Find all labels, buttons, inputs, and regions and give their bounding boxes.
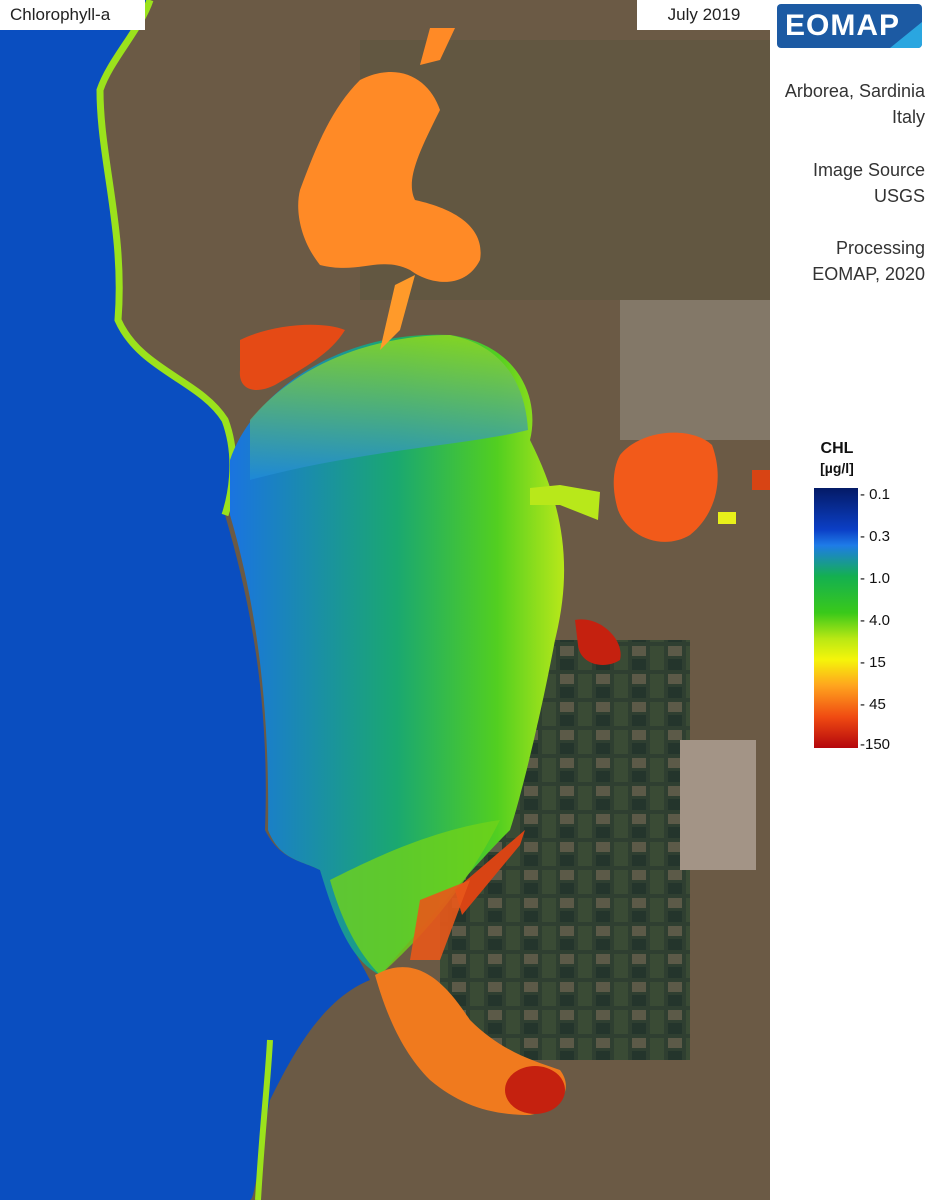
cabras-lagoon (298, 71, 481, 282)
processing-line-2: EOMAP, 2020 (812, 264, 925, 284)
processing-line-1: Processing (835, 238, 925, 258)
legend-tick: - 4.0 (860, 612, 891, 629)
source-line-1: Image Source (812, 160, 925, 180)
coastal-fringe-south (255, 1039, 273, 1200)
pond-far-east (752, 470, 770, 490)
legend-tick: - 0.1 (860, 486, 891, 503)
cabras-outflow (380, 275, 415, 350)
legend-title: CHL (820, 440, 854, 457)
southern-channel (455, 830, 525, 915)
location-line-2: Italy (891, 107, 925, 127)
gulf-north-gradient (250, 335, 528, 480)
southern-lagoon-core (505, 1066, 565, 1114)
southern-channel-strip (410, 880, 470, 960)
legend-unit: [µg/l] (820, 460, 854, 476)
harbour-canal (530, 485, 600, 520)
gulf-south-shallows (330, 820, 500, 975)
east-lagoon (613, 432, 718, 542)
coastal-fringe (96, 0, 237, 517)
color-legend: CHL [µg/l] - 0.1 - 0.3 - 1.0 - 4.0 - 15 … (812, 438, 922, 758)
eomap-logo: EOMAP (777, 4, 922, 48)
legend-tick: -150 (860, 736, 891, 753)
satellite-map (0, 0, 770, 1200)
parameter-label: Chlorophyll-a (0, 0, 145, 30)
logo-text: EOMAP (785, 9, 901, 42)
pond-east (718, 512, 736, 524)
date-label: July 2019 (637, 0, 771, 30)
salt-pans (680, 740, 756, 870)
source-line-2: USGS (873, 186, 925, 206)
legend-tick: - 15 (860, 654, 886, 671)
town-area (620, 300, 770, 440)
legend-tick: - 1.0 (860, 570, 891, 587)
location-line-1: Arborea, Sardinia (784, 81, 925, 101)
cabras-inlet (420, 28, 455, 65)
west-lagoon (239, 324, 345, 390)
legend-colorbar (814, 488, 858, 748)
small-pond (575, 619, 621, 665)
open-sea (0, 0, 370, 1200)
gulf-water (230, 334, 565, 975)
logo-swoosh (890, 22, 922, 48)
map-canvas (0, 0, 770, 1200)
legend-tick: - 45 (860, 696, 886, 713)
legend-tick: - 0.3 (860, 528, 891, 545)
source-info: Image Source USGS (813, 157, 925, 209)
location-info: Arborea, Sardinia Italy (785, 78, 925, 130)
processing-info: Processing EOMAP, 2020 (812, 235, 925, 287)
